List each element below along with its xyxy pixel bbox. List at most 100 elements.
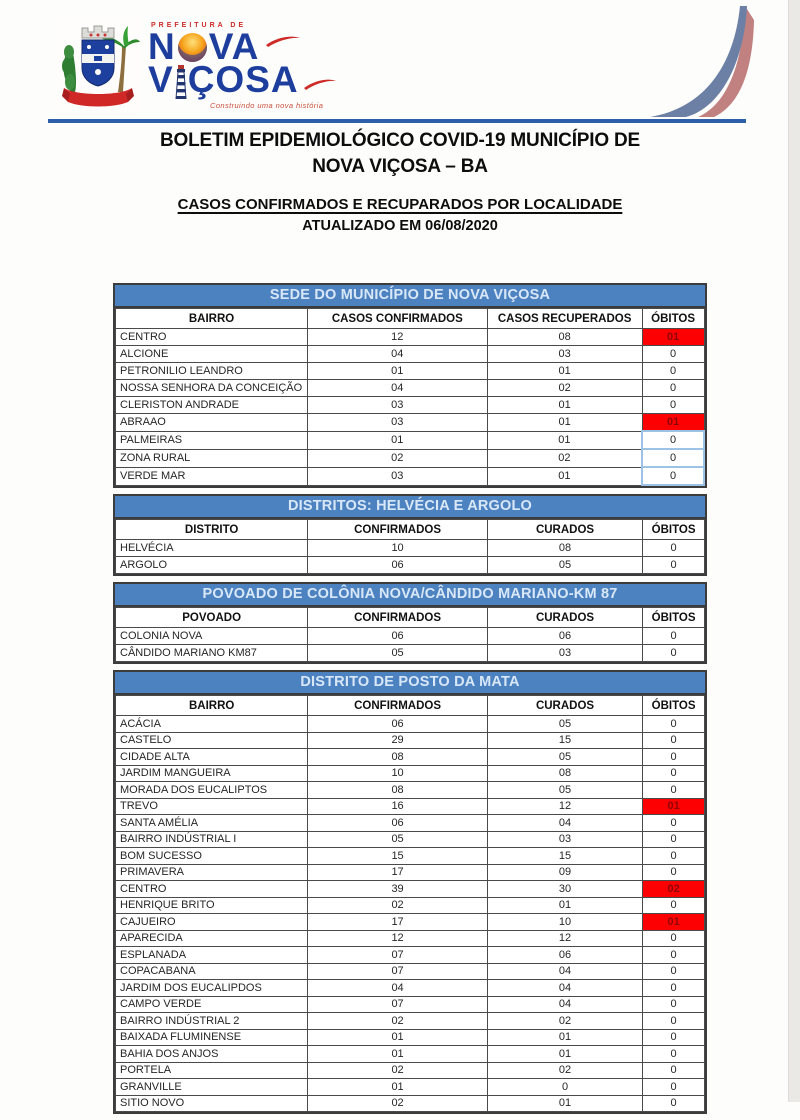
column-header: ÓBITOS bbox=[642, 695, 705, 716]
value-cell: 01 bbox=[641, 328, 705, 346]
locality-cell: JARDIM MANGUEIRA bbox=[114, 764, 309, 782]
column-header: POVOADO bbox=[114, 607, 309, 628]
locality-cell: CIDADE ALTA bbox=[114, 748, 309, 766]
table-row: BAHIA DOS ANJOS 01 01 0 bbox=[114, 1045, 705, 1063]
value-cell: 05 bbox=[307, 830, 488, 848]
value-cell: 0 bbox=[642, 627, 705, 645]
value-cell: 01 bbox=[486, 466, 643, 486]
value-cell: 04 bbox=[486, 995, 644, 1013]
table-row: PRIMAVERA 17 09 0 bbox=[114, 863, 705, 881]
value-cell: 0 bbox=[641, 466, 705, 486]
title-block: BOLETIM EPIDEMIOLÓGICO COVID-19 MUNICÍPI… bbox=[60, 128, 740, 234]
value-cell: 0 bbox=[486, 1078, 644, 1096]
value-cell: 06 bbox=[307, 556, 488, 574]
table-row: COPACABANA 07 04 0 bbox=[114, 962, 705, 980]
value-cell: 30 bbox=[486, 880, 644, 898]
table-title-band: DISTRITO DE POSTO DA MATA bbox=[115, 672, 705, 695]
sun-icon bbox=[177, 32, 207, 62]
value-cell: 01 bbox=[307, 1028, 488, 1046]
column-header: BAIRRO bbox=[114, 308, 309, 329]
red-brush-swoosh-icon bbox=[266, 36, 301, 47]
value-cell: 03 bbox=[486, 644, 644, 662]
value-cell: 0 bbox=[642, 979, 705, 997]
lighthouse-icon bbox=[175, 64, 187, 99]
bulletin-subtitle: CASOS CONFIRMADOS E RECUPARADOS POR LOCA… bbox=[177, 196, 623, 214]
table-row: CENTRO 12 08 01 bbox=[114, 328, 705, 346]
red-brush-swoosh-icon-2 bbox=[303, 79, 336, 91]
table-row: BAIRRO INDÚSTRIAL 2 02 02 0 bbox=[114, 1012, 705, 1030]
value-cell: 29 bbox=[307, 731, 488, 749]
value-cell: 03 bbox=[307, 396, 488, 414]
locality-cell: CENTRO bbox=[114, 328, 309, 346]
value-cell: 15 bbox=[307, 847, 488, 865]
header-divider-line bbox=[48, 119, 746, 123]
table-row: PETRONILIO LEANDRO 01 01 0 bbox=[114, 362, 705, 380]
value-cell: 12 bbox=[486, 929, 644, 947]
value-cell: 01 bbox=[486, 362, 643, 380]
table-title-band: DISTRITOS: HELVÉCIA E ARGOLO bbox=[115, 496, 705, 519]
value-cell: 0 bbox=[642, 946, 705, 964]
value-cell: 05 bbox=[486, 556, 644, 574]
column-header: CASOS CONFIRMADOS bbox=[307, 308, 488, 329]
vicosa-letters-2: ÇOSA bbox=[187, 59, 299, 101]
bulletin-title-line1: BOLETIM EPIDEMIOLÓGICO COVID-19 MUNICÍPI… bbox=[160, 130, 640, 151]
value-cell: 04 bbox=[486, 979, 644, 997]
value-cell: 08 bbox=[307, 781, 488, 799]
locality-cell: ALCIONE bbox=[114, 345, 309, 363]
locality-cell: ACÁCIA bbox=[114, 715, 309, 733]
city-name-nova: N VA bbox=[148, 26, 408, 67]
table-row: CAMPO VERDE 07 04 0 bbox=[114, 995, 705, 1013]
value-cell: 02 bbox=[642, 880, 705, 898]
coat-of-arms-logo bbox=[56, 16, 140, 116]
value-cell: 03 bbox=[486, 830, 644, 848]
city-logotype: PREFEITURA DE N VA V ÇOSA Construindo uma… bbox=[148, 22, 408, 110]
locality-cell: BAHIA DOS ANJOS bbox=[114, 1045, 309, 1063]
table-row: GRANVILLE 01 0 0 bbox=[114, 1078, 705, 1096]
column-header: ÓBITOS bbox=[642, 607, 705, 628]
locality-cell: CENTRO bbox=[114, 880, 309, 898]
locality-cell: CLERISTON ANDRADE bbox=[114, 396, 309, 414]
value-cell: 0 bbox=[642, 1045, 705, 1063]
value-cell: 17 bbox=[307, 863, 488, 881]
value-cell: 0 bbox=[642, 539, 705, 557]
locality-cell: MORADA DOS EUCALIPTOS bbox=[114, 781, 309, 799]
value-cell: 03 bbox=[486, 345, 643, 363]
value-cell: 03 bbox=[307, 413, 488, 432]
value-cell: 04 bbox=[307, 379, 488, 397]
nova-letters-2: VA bbox=[208, 26, 260, 67]
value-cell: 12 bbox=[486, 797, 644, 815]
value-cell: 07 bbox=[307, 946, 488, 964]
value-cell: 01 bbox=[486, 1094, 644, 1112]
table-row: HENRIQUE BRITO 02 01 0 bbox=[114, 896, 705, 914]
table-row: APARECIDA 12 12 0 bbox=[114, 929, 705, 947]
value-cell: 04 bbox=[486, 814, 644, 832]
cases-table-povoado: POVOADO DE COLÔNIA NOVA/CÂNDIDO MARIANO-… bbox=[113, 582, 707, 664]
locality-cell: CASTELO bbox=[114, 731, 309, 749]
value-cell: 08 bbox=[486, 764, 644, 782]
table-row: ZONA RURAL 02 02 0 bbox=[114, 448, 705, 468]
value-cell: 0 bbox=[642, 1078, 705, 1096]
table-header-row: DISTRITO CONFIRMADOS CURADOS ÓBITOS bbox=[114, 519, 705, 540]
value-cell: 01 bbox=[486, 1045, 644, 1063]
corner-swoosh-graphic bbox=[650, 6, 754, 117]
value-cell: 01 bbox=[486, 896, 644, 914]
value-cell: 05 bbox=[307, 644, 488, 662]
value-cell: 08 bbox=[486, 539, 644, 557]
value-cell: 0 bbox=[642, 731, 705, 749]
table-row: BAIRRO INDÚSTRIAL I 05 03 0 bbox=[114, 830, 705, 848]
locality-cell: PALMEIRAS bbox=[114, 430, 309, 450]
value-cell: 08 bbox=[307, 748, 488, 766]
value-cell: 10 bbox=[307, 539, 488, 557]
column-header: DISTRITO bbox=[114, 519, 309, 540]
value-cell: 0 bbox=[641, 345, 705, 363]
value-cell: 02 bbox=[486, 1061, 644, 1079]
table-row: SITIO NOVO 02 01 0 bbox=[114, 1094, 705, 1112]
table-row: CLERISTON ANDRADE 03 01 0 bbox=[114, 396, 705, 414]
table-header-row: BAIRRO CASOS CONFIRMADOS CASOS RECUPERAD… bbox=[114, 308, 705, 329]
value-cell: 0 bbox=[642, 1028, 705, 1046]
value-cell: 01 bbox=[486, 396, 643, 414]
table-row: BOM SUCESSO 15 15 0 bbox=[114, 847, 705, 865]
locality-cell: BAIRRO INDÚSTRIAL 2 bbox=[114, 1012, 309, 1030]
table-row: ABRAAO 03 01 01 bbox=[114, 413, 705, 432]
column-header: CONFIRMADOS bbox=[307, 695, 488, 716]
